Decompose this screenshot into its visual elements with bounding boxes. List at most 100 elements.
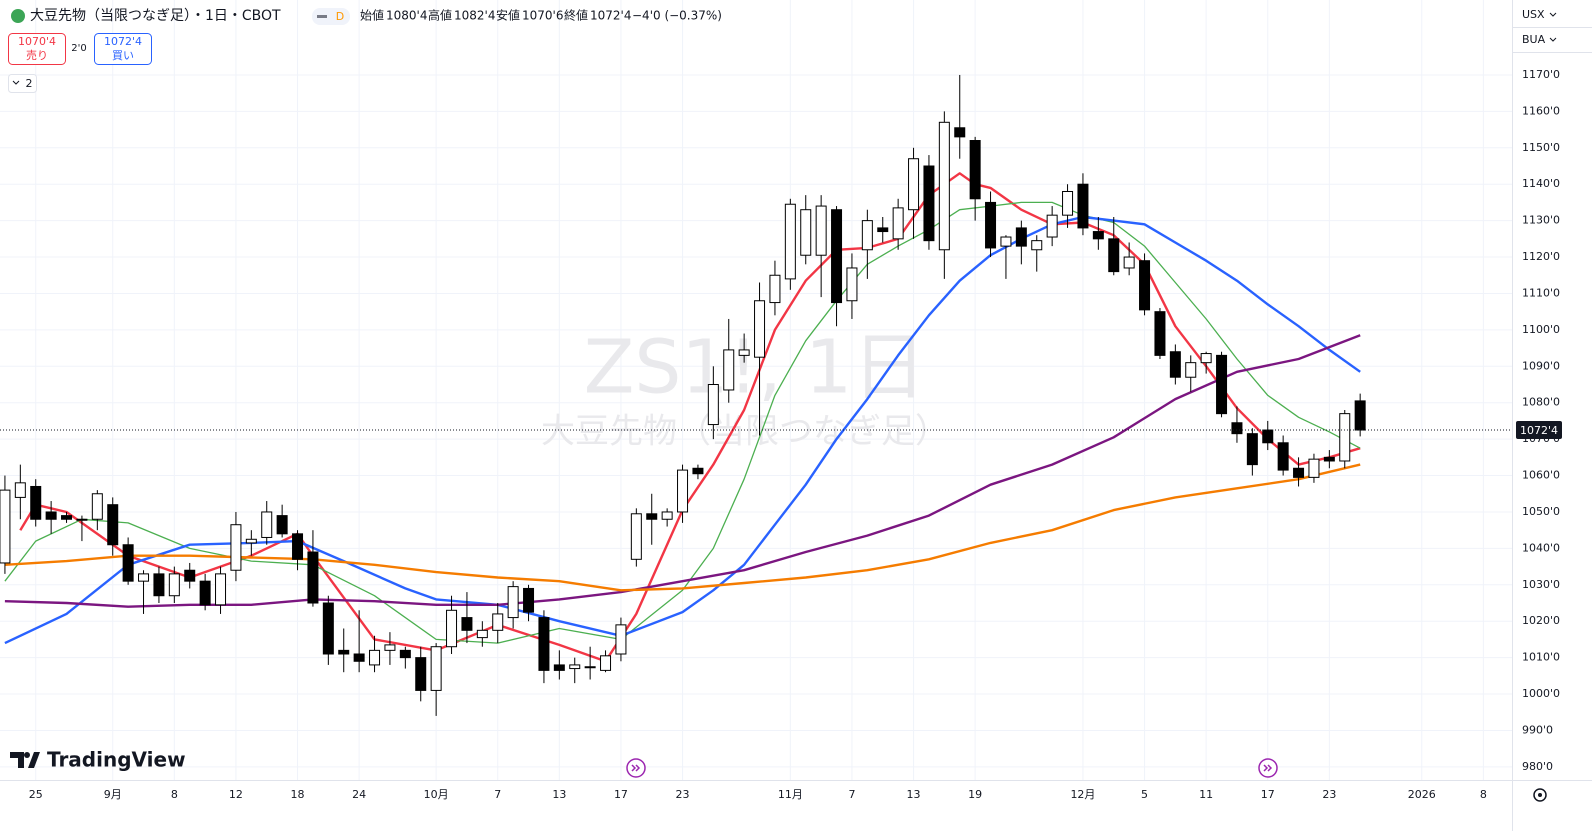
- candle-body: [338, 649, 350, 655]
- candle-body: [1354, 400, 1366, 431]
- candle-body: [1185, 362, 1197, 378]
- sell-label: 売り: [26, 49, 48, 62]
- settings-icon-dot: [1538, 793, 1542, 797]
- x-tick-label: 23: [676, 788, 690, 801]
- buy-label: 買い: [112, 49, 134, 62]
- candle-body: [861, 220, 873, 251]
- close-label: 終値: [564, 8, 588, 23]
- settings-icon[interactable]: [1533, 788, 1547, 802]
- candle-body: [754, 300, 766, 358]
- chevron-icon: [1549, 37, 1557, 42]
- candle-body: [1308, 458, 1320, 478]
- candle-body: [61, 515, 73, 520]
- event-icon: [631, 764, 641, 772]
- candle-body: [507, 586, 519, 619]
- watermark-description: 大豆先物（当限つなぎ足）: [541, 412, 949, 452]
- chevron-icon: [1549, 12, 1557, 17]
- candle-body: [1216, 354, 1228, 415]
- x-tick-label: 7: [494, 788, 501, 801]
- candle-body: [1277, 442, 1289, 471]
- candle-body: [184, 569, 196, 582]
- candle-body: [815, 205, 827, 256]
- candle-body: [1262, 429, 1274, 444]
- candle-body: [553, 664, 565, 671]
- candle-body: [415, 657, 427, 691]
- logo-icon: [10, 752, 40, 768]
- candle-body: [245, 538, 257, 544]
- last-price-label: 1072'4: [1520, 424, 1558, 437]
- sell-button[interactable]: [8, 33, 66, 65]
- candle-body: [1231, 422, 1243, 435]
- candle-body: [938, 121, 950, 251]
- plot-area: [0, 74, 1512, 716]
- moving-average-line: [4, 215, 1361, 645]
- y-tick-label: 1100'0: [1522, 323, 1560, 336]
- candle-body: [738, 349, 750, 356]
- candle-body: [353, 653, 365, 662]
- axes: 1170'01160'01150'01140'01130'01120'01110…: [29, 68, 1562, 801]
- candle-body: [476, 629, 488, 639]
- y-tick-label: 990'0: [1522, 723, 1553, 736]
- symbol-title[interactable]: 大豆先物（当限つなぎ足）・1日・CBOT: [30, 8, 281, 24]
- y-tick-label: 1140'0: [1522, 177, 1560, 190]
- candle-body: [677, 469, 689, 513]
- candle-body: [1339, 413, 1351, 462]
- candle-body: [523, 587, 535, 613]
- candle-body: [0, 489, 11, 564]
- x-tick-label: 24: [352, 788, 366, 801]
- candle-body: [261, 511, 273, 538]
- buy-button[interactable]: [94, 33, 152, 65]
- x-tick-label: 12: [229, 788, 243, 801]
- candle-body: [153, 573, 165, 597]
- candle-body: [307, 551, 319, 604]
- x-tick-label: 18: [291, 788, 305, 801]
- x-tick-label: 23: [1322, 788, 1336, 801]
- currency[interactable]: USX: [1522, 8, 1545, 21]
- event-icon: [1263, 764, 1273, 772]
- y-tick-label: 1030'0: [1522, 578, 1560, 591]
- candle-body: [661, 511, 673, 520]
- candle-body: [14, 482, 26, 498]
- x-tick-label: 9月: [104, 788, 122, 801]
- candle-body: [569, 664, 581, 670]
- last-price-box: [1516, 421, 1562, 440]
- logo-text: TradingView: [47, 748, 186, 772]
- y-tick-label: 1050'0: [1522, 505, 1560, 518]
- candle-body: [630, 513, 642, 560]
- x-tick-label: 17: [1261, 788, 1275, 801]
- candle-body: [1062, 190, 1074, 216]
- y-tick-label: 1000'0: [1522, 687, 1560, 700]
- candle-body: [122, 544, 134, 582]
- sell-price: 1070'4: [18, 35, 56, 48]
- badge-dash: [317, 15, 327, 18]
- candle-body: [707, 384, 719, 426]
- x-tick-label: 8: [1480, 788, 1487, 801]
- candle-body: [292, 533, 304, 560]
- y-tick-label: 1130'0: [1522, 214, 1560, 227]
- candle-body: [461, 617, 473, 631]
- x-tick-label: 12月: [1070, 788, 1095, 801]
- x-tick-label: 8: [171, 788, 178, 801]
- candle-body: [1031, 240, 1043, 251]
- y-tick-label: 980'0: [1522, 760, 1553, 773]
- x-tick-label: 13: [907, 788, 921, 801]
- y-tick-label: 1060'0: [1522, 469, 1560, 482]
- candle-body: [538, 617, 550, 671]
- candle-body: [215, 573, 227, 606]
- candle-body: [954, 127, 966, 138]
- indicators-toggle[interactable]: [8, 74, 37, 93]
- candle-body: [138, 573, 150, 582]
- candle-body: [369, 649, 381, 666]
- low-label: 安値: [496, 8, 520, 23]
- interval-badge[interactable]: D: [336, 10, 344, 23]
- close-value: 1072'4: [590, 9, 631, 23]
- candle-body: [30, 485, 42, 520]
- candle-body: [892, 207, 904, 240]
- y-tick-label: 1080'0: [1522, 396, 1560, 409]
- unit[interactable]: BUA: [1522, 33, 1546, 46]
- candle-body: [1293, 467, 1305, 478]
- y-tick-label: 1040'0: [1522, 541, 1560, 554]
- candle-body: [877, 227, 889, 233]
